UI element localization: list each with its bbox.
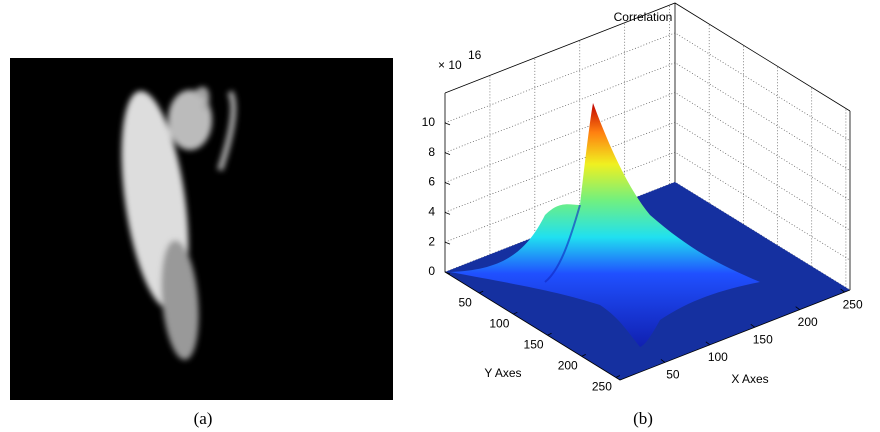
tick-mark [750,323,756,328]
grid-line [444,151,851,261]
tick-mark [840,288,845,293]
tick-mark [444,241,451,245]
z-tick-label: 2 [428,234,435,248]
grid-line [444,32,851,142]
tick-mark [479,290,484,294]
z-multiplier: × 10 [438,58,462,72]
grid-line [444,62,851,171]
axis-line [444,93,851,381]
y-tick-label: 150 [524,337,544,351]
grid-line [444,92,851,201]
chart-title: Correlation [614,10,673,24]
x-tick-label: 250 [843,297,863,311]
grid-line [444,121,851,231]
tick-mark [513,311,518,315]
tick-mark [444,182,451,185]
surface [445,103,850,380]
tick-mark [705,341,711,346]
tick-mark [444,211,451,215]
x-tick-label: 50 [666,368,680,382]
tick-mark [444,122,451,126]
x-tick-label: 200 [798,315,818,329]
y-tick-label: 250 [592,380,612,394]
z-tick-label: 6 [428,175,435,189]
caption: (a) [194,409,213,428]
z-tick-label: 10 [422,115,436,129]
tick-mark [660,359,666,363]
z-tick-label: 8 [428,145,435,159]
x-tick-label: 150 [753,332,773,346]
y-tick-label: 200 [558,359,578,373]
x-tick-label: 100 [708,350,728,364]
specimen-image [10,58,393,400]
tick-mark [615,375,621,378]
y-tick-label: 50 [459,295,473,309]
tick-mark [444,152,451,156]
z-exponent: 16 [468,48,482,62]
tick-mark [795,306,800,311]
x-axis-label: X Axes [731,372,768,386]
tick-mark [547,332,552,336]
tick-mark [581,354,586,357]
y-tick-label: 100 [489,316,509,330]
z-tick-label: 0 [428,264,435,278]
caption: (b) [633,409,653,428]
y-axis-label: Y Axes [484,366,521,380]
z-tick-label: 4 [428,205,435,219]
